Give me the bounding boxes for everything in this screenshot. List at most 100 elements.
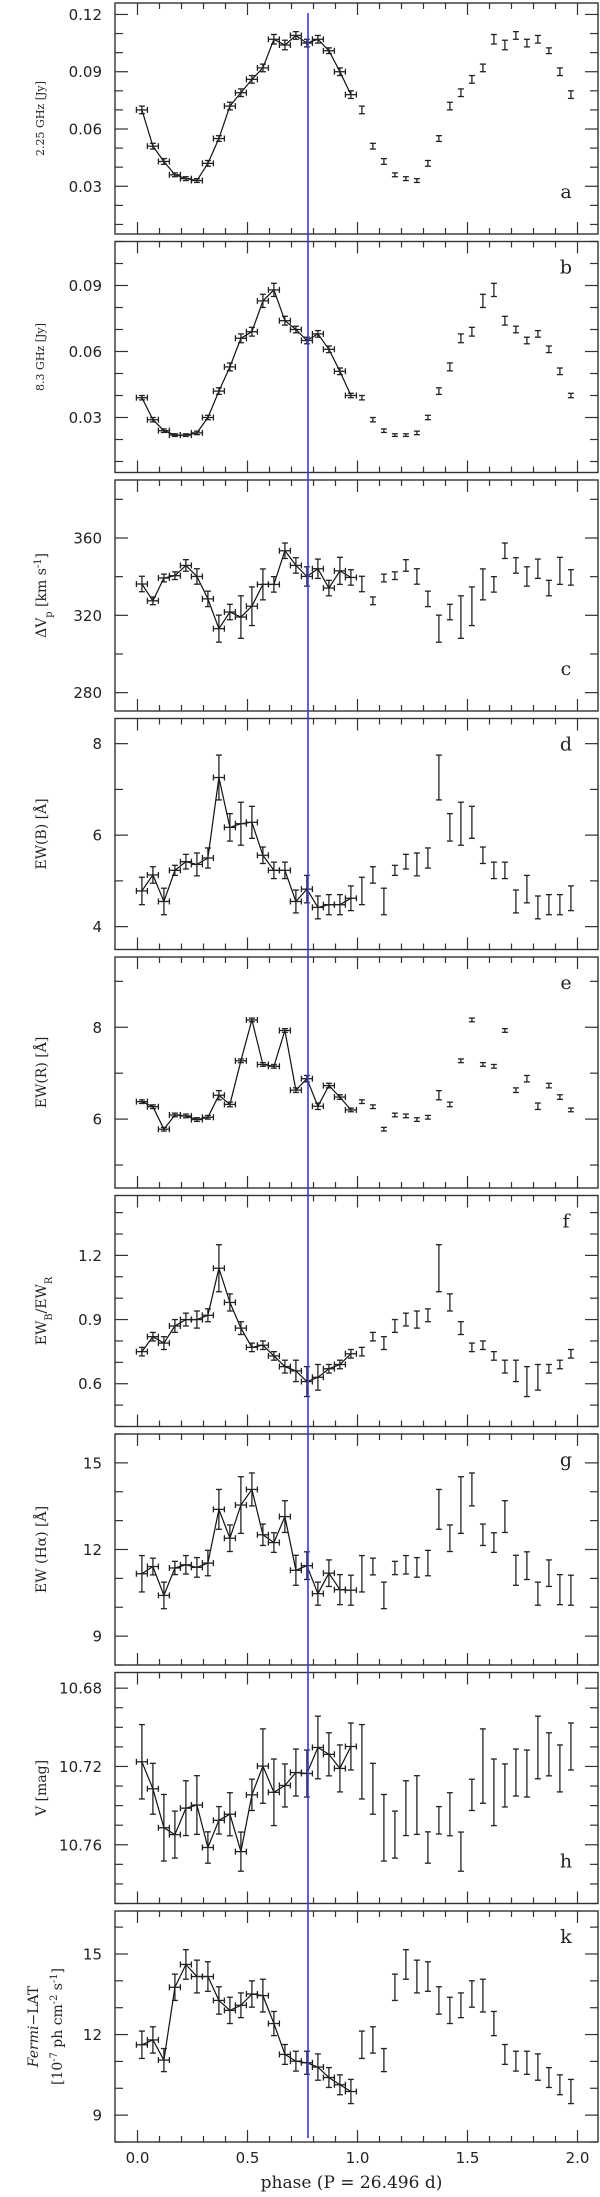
data-point-repeat: [545, 579, 552, 597]
data-point: [179, 175, 193, 182]
data-point-repeat: [446, 1524, 453, 1553]
data-point: [256, 1523, 270, 1547]
data-point: [245, 1342, 259, 1353]
data-point-repeat: [402, 853, 409, 870]
data-point-repeat: [446, 1996, 453, 2025]
y-axis-label: ΔVp [km s-1]: [33, 553, 55, 638]
data-point-repeat: [534, 34, 541, 44]
data-point-repeat: [391, 571, 398, 581]
data-point: [212, 387, 226, 396]
data-point: [267, 576, 281, 593]
data-point-repeat: [380, 1126, 387, 1132]
data-point-repeat: [490, 1063, 497, 1069]
data-point-repeat: [358, 394, 365, 401]
data-point: [333, 367, 347, 376]
panel-letter: k: [560, 1926, 572, 1948]
data-point-repeat: [479, 568, 486, 601]
data-point-repeat: [468, 326, 475, 337]
data-point-repeat: [457, 801, 464, 846]
data-point: [322, 893, 336, 916]
data-point-repeat: [556, 367, 563, 376]
data-point: [223, 1524, 237, 1553]
y-tick-label: 9: [92, 1628, 102, 1646]
data-point-repeat: [369, 1762, 376, 1815]
data-point: [135, 1554, 149, 1593]
panel-frame: [114, 1910, 599, 2143]
data-point: [267, 1758, 281, 1827]
data-point-repeat: [545, 2066, 552, 2089]
data-point: [278, 1500, 292, 1534]
y-tick-label: 1.2: [78, 1247, 102, 1265]
data-point-repeat: [391, 1318, 398, 1334]
data-point: [333, 2074, 347, 2096]
data-point-repeat: [534, 1363, 541, 1391]
y-tick-label: 0.12: [69, 6, 102, 24]
data-point-repeat: [358, 1099, 365, 1105]
x-tick-label: 1.0: [346, 2149, 370, 2167]
panel-frame: [114, 479, 599, 712]
data-point-repeat: [501, 2043, 508, 2066]
data-point-repeat: [490, 576, 497, 593]
data-point-repeat: [391, 1973, 398, 2002]
data-point-repeat: [468, 1342, 475, 1353]
data-point: [289, 1554, 303, 1586]
data-point: [223, 812, 237, 842]
data-point: [256, 293, 270, 309]
data-point: [289, 557, 303, 574]
data-point-repeat: [567, 569, 574, 586]
data-point-repeat: [446, 812, 453, 842]
data-point: [245, 805, 259, 839]
data-point: [190, 1116, 204, 1123]
data-point-repeat: [457, 1321, 464, 1336]
y-tick-label: 6: [92, 827, 102, 845]
data-point: [234, 1476, 248, 1534]
series-line-f: [141, 1265, 352, 1383]
data-point: [234, 1057, 248, 1064]
data-point-repeat: [479, 1340, 486, 1351]
data-point: [223, 101, 237, 111]
data-point-repeat: [512, 30, 519, 40]
data-point-repeat: [402, 558, 409, 572]
data-point-repeat: [534, 1715, 541, 1780]
data-point: [256, 1728, 270, 1804]
data-point-repeat: [501, 542, 508, 560]
data-point: [168, 1973, 182, 2002]
data-point: [322, 1082, 336, 1089]
data-point-repeat: [501, 1027, 508, 1033]
data-point-repeat: [534, 1581, 541, 1606]
data-point: [179, 1112, 193, 1119]
data-point-repeat: [468, 1980, 475, 2008]
data-point-repeat: [446, 362, 453, 372]
data-point: [300, 38, 314, 48]
data-point-repeat: [358, 575, 365, 593]
data-point-repeat: [468, 1472, 475, 1507]
data-point: [201, 1114, 215, 1121]
data-point-repeat: [391, 1112, 398, 1118]
data-point-repeat: [567, 90, 574, 100]
data-point-repeat: [457, 88, 464, 98]
data-point-repeat: [380, 1581, 387, 1610]
data-point: [157, 573, 171, 583]
data-point: [322, 47, 336, 55]
data-point-repeat: [402, 176, 409, 182]
data-point: [267, 1063, 281, 1070]
data-point: [212, 1089, 226, 1101]
y-tick-label: 0.03: [69, 178, 102, 196]
y-axis-label: 8.3 GHz [Jy]: [34, 323, 47, 391]
data-point: [201, 590, 215, 608]
data-point: [157, 2047, 171, 2073]
y-axis-label: EW (Hα) [Å]: [32, 1506, 50, 1593]
data-point: [223, 1101, 237, 1108]
series-line-h: [141, 1746, 352, 1852]
data-point: [212, 754, 226, 801]
data-point-repeat: [512, 1748, 519, 1797]
data-point: [245, 1472, 259, 1507]
data-point-repeat: [402, 1949, 409, 1980]
data-point-repeat: [556, 1359, 563, 1370]
data-point: [157, 887, 171, 916]
data-point: [157, 1793, 171, 1862]
data-point-repeat: [435, 1986, 442, 2015]
data-point-repeat: [490, 1350, 497, 1361]
data-point: [135, 105, 149, 115]
data-point-repeat: [391, 433, 398, 438]
